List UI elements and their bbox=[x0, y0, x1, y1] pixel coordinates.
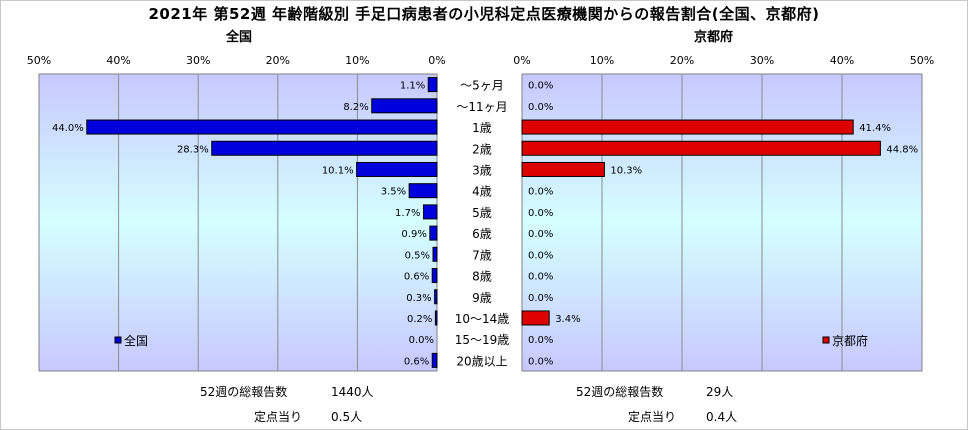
national-data-label: 1.7% bbox=[395, 208, 420, 219]
national-bar bbox=[429, 225, 438, 241]
national-data-label: 3.5% bbox=[381, 187, 406, 198]
category-label: 1歳 bbox=[472, 121, 492, 135]
national-data-label: 0.5% bbox=[405, 250, 430, 261]
category-label: 6歳 bbox=[472, 227, 492, 241]
national-bar bbox=[422, 204, 438, 220]
kyoto-bar bbox=[521, 161, 605, 177]
national-bar bbox=[371, 98, 438, 114]
national-bar bbox=[431, 352, 438, 368]
category-label: 9歳 bbox=[472, 291, 492, 305]
kyoto-bar bbox=[521, 119, 854, 135]
category-label: 4歳 bbox=[472, 185, 492, 199]
national-bar bbox=[434, 310, 438, 326]
national-bar bbox=[356, 161, 438, 177]
national-plot-area bbox=[38, 73, 438, 372]
national-data-label: 44.0% bbox=[52, 123, 84, 134]
kyoto-data-label: 44.8% bbox=[886, 144, 918, 155]
kyoto-data-label: 0.0% bbox=[528, 293, 553, 304]
national-x-tick-label: 10% bbox=[345, 54, 369, 67]
kyoto-data-label: 0.0% bbox=[528, 250, 553, 261]
kyoto-data-label: 0.0% bbox=[528, 356, 553, 367]
kyoto-data-label: 0.0% bbox=[528, 208, 553, 219]
national-bar bbox=[408, 183, 438, 199]
national-per-site-value: 0.5人 bbox=[331, 410, 363, 424]
national-x-tick-label: 30% bbox=[186, 54, 210, 67]
kyoto-x-tick-label: 20% bbox=[670, 54, 694, 67]
national-total-reports-label: 52週の総報告数 bbox=[200, 385, 288, 399]
chart-title: 2021年 第52週 年齢階級別 手足口病患者の小児科定点医療機関からの報告割合… bbox=[148, 5, 820, 23]
category-label: 8歳 bbox=[472, 270, 492, 284]
kyoto-x-tick-label: 30% bbox=[750, 54, 774, 67]
national-x-tick-label: 40% bbox=[106, 54, 130, 67]
national-x-tick-label: 20% bbox=[266, 54, 290, 67]
kyoto-data-label: 10.3% bbox=[610, 165, 642, 176]
national-data-label: 0.0% bbox=[409, 335, 434, 346]
category-label: 3歳 bbox=[472, 163, 492, 177]
kyoto-x-tick-label: 10% bbox=[590, 54, 614, 67]
kyoto-data-label: 41.4% bbox=[859, 123, 891, 134]
national-panel-title: 全国 bbox=[226, 30, 253, 45]
category-label: 20歳以上 bbox=[456, 354, 507, 368]
national-data-label: 10.1% bbox=[322, 165, 354, 176]
kyoto-legend-swatch bbox=[822, 336, 830, 344]
kyoto-x-tick-label: 50% bbox=[910, 54, 934, 67]
kyoto-total-reports-label: 52週の総報告数 bbox=[576, 385, 664, 399]
national-total-reports-value: 1440人 bbox=[331, 385, 374, 399]
kyoto-panel-title: 京都府 bbox=[694, 30, 734, 45]
kyoto-data-label: 3.4% bbox=[555, 314, 580, 325]
kyoto-bar bbox=[521, 310, 550, 326]
national-data-label: 0.9% bbox=[401, 229, 426, 240]
kyoto-data-label: 0.0% bbox=[528, 187, 553, 198]
kyoto-x-tick-label: 40% bbox=[830, 54, 854, 67]
national-bar bbox=[86, 119, 438, 135]
kyoto-data-label: 0.0% bbox=[528, 102, 553, 113]
national-data-label: 0.3% bbox=[406, 293, 431, 304]
national-data-label: 28.3% bbox=[177, 144, 209, 155]
kyoto-data-label: 0.0% bbox=[528, 272, 553, 283]
category-label: 7歳 bbox=[472, 248, 492, 262]
national-x-tick-label: 0% bbox=[428, 54, 445, 67]
category-label: ～11ヶ月 bbox=[456, 100, 507, 114]
national-x-tick-label: 50% bbox=[27, 54, 51, 67]
kyoto-data-label: 0.0% bbox=[528, 81, 553, 92]
national-data-label: 0.6% bbox=[404, 272, 429, 283]
kyoto-legend-label: 京都府 bbox=[832, 333, 868, 348]
national-bar bbox=[211, 140, 438, 156]
category-label: ～5ヶ月 bbox=[460, 79, 504, 93]
national-bar bbox=[427, 77, 438, 93]
kyoto-per-site-value: 0.4人 bbox=[706, 410, 738, 424]
category-label: 10～14歳 bbox=[455, 312, 510, 326]
category-label: 15～19歳 bbox=[455, 333, 510, 347]
national-bar bbox=[432, 246, 438, 262]
national-legend-label: 全国 bbox=[124, 333, 148, 348]
kyoto-plot-area bbox=[521, 73, 923, 372]
kyoto-data-label: 0.0% bbox=[528, 335, 553, 346]
national-data-label: 0.6% bbox=[404, 356, 429, 367]
kyoto-total-reports-value: 29人 bbox=[706, 385, 734, 399]
kyoto-per-site-label: 定点当り bbox=[628, 410, 677, 424]
national-data-label: 0.2% bbox=[407, 314, 432, 325]
national-legend-swatch bbox=[114, 336, 122, 344]
national-bar bbox=[434, 289, 438, 305]
category-label: 2歳 bbox=[472, 142, 492, 156]
category-label: 5歳 bbox=[472, 206, 492, 220]
kyoto-x-tick-label: 0% bbox=[513, 54, 530, 67]
national-per-site-label: 定点当り bbox=[254, 410, 303, 424]
national-data-label: 8.2% bbox=[343, 102, 368, 113]
kyoto-data-label: 0.0% bbox=[528, 229, 553, 240]
national-data-label: 1.1% bbox=[400, 81, 425, 92]
national-bar bbox=[431, 268, 438, 284]
kyoto-bar bbox=[521, 140, 881, 156]
